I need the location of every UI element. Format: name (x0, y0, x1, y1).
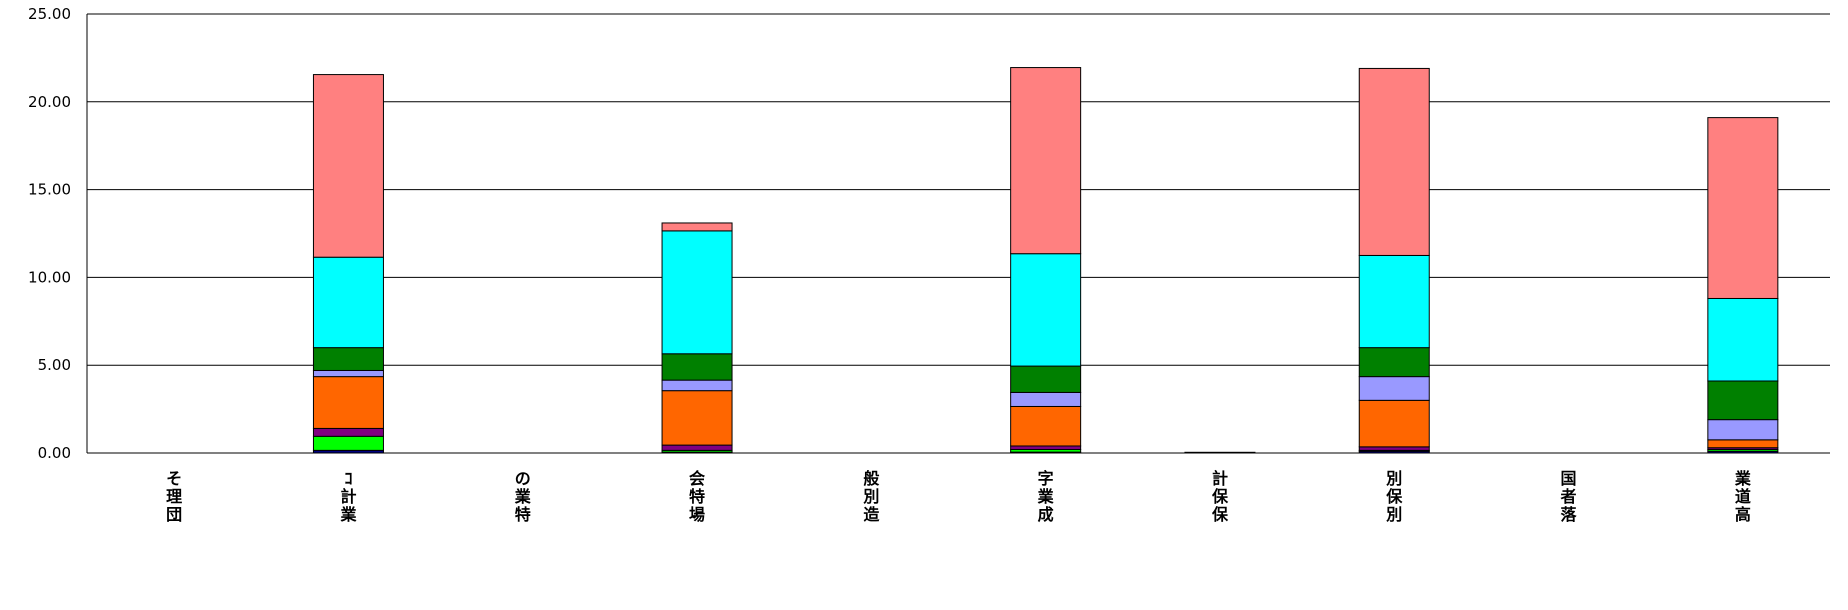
bar-segment (1707, 117, 1779, 299)
bar-segment (1358, 376, 1430, 401)
bar-segment (1010, 405, 1082, 447)
bar-segment (312, 347, 384, 371)
bar-segment (661, 379, 733, 392)
x-category-label: 国者落 (1560, 469, 1578, 524)
bar-segment (312, 376, 384, 429)
bar-segment (661, 222, 733, 232)
x-category-label: の業特 (514, 469, 532, 524)
x-category-label: そ理団 (166, 469, 182, 524)
x-category-label: 計保保 (1211, 469, 1229, 524)
y-tick-label: 15.00 (28, 181, 71, 199)
bar-segment (661, 353, 733, 381)
bar-segment (661, 230, 733, 355)
bar-segment (1010, 253, 1082, 367)
y-axis-ticks: 0.00 5.00 10.00 15.00 20.00 25.00 (28, 5, 71, 462)
x-category-label: 業道高 (1734, 469, 1752, 524)
bar-segment (1358, 446, 1430, 451)
bar-segment (1707, 380, 1779, 421)
bar-segment (312, 435, 384, 451)
y-tick-label: 20.00 (28, 93, 71, 111)
bar-segment (1358, 399, 1430, 448)
bars (312, 67, 1779, 454)
bar-segment (1358, 67, 1430, 256)
bar-segment (1010, 365, 1082, 393)
x-category-label: 会特場 (689, 469, 705, 524)
bar-segment (1707, 297, 1779, 382)
bar-segment (312, 256, 384, 349)
bar-segment (312, 427, 384, 437)
y-tick-label: 10.00 (28, 268, 71, 286)
y-tick-label: 5.00 (38, 356, 71, 374)
y-tick-label: 0.00 (38, 444, 71, 462)
bar-segment (1358, 254, 1430, 349)
x-category-label: 般別造 (863, 469, 880, 524)
bar-segment (1707, 419, 1779, 441)
bar-segment (1707, 439, 1779, 449)
x-category-label: 別保別 (1385, 469, 1403, 524)
y-tick-label: 25.00 (28, 5, 71, 23)
bar-segment (1010, 445, 1082, 450)
bar-segment (661, 390, 733, 446)
bar-segment (1010, 67, 1082, 255)
bar-segment (1358, 347, 1430, 378)
bar-segment (312, 369, 384, 378)
axes (86, 14, 1830, 454)
bar-segment (312, 74, 384, 258)
bar-segment (661, 444, 733, 451)
bar-segment (1010, 391, 1082, 407)
x-axis-labels: そ理団 ｺ計業 の業特 会特場 般別造 字業成 計保保 別保別 国者落 業道高 (166, 469, 1752, 524)
x-category-label: 字業成 (1037, 469, 1055, 524)
x-category-label: ｺ計業 (339, 469, 357, 524)
